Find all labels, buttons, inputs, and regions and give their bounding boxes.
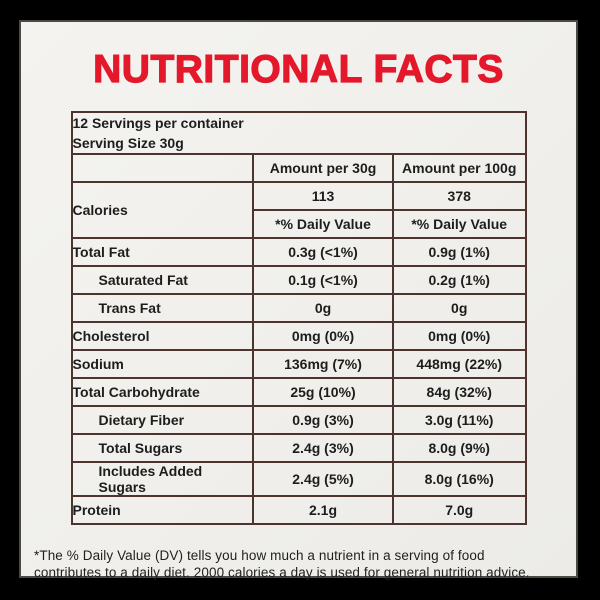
nutrient-value-per-30g: 25g (10%) (252, 377, 394, 407)
nutrient-row: Protein 2.1g 7.0g (70, 495, 527, 525)
nutrient-value-per-100g: 8.0g (9%) (391, 433, 527, 463)
calories-per-30g: 113 (252, 181, 394, 211)
nutrient-value-per-100g: 0g (391, 293, 527, 323)
nutrient-label: Protein (70, 495, 255, 525)
nutrient-value-per-30g: 2.4g (3%) (252, 433, 394, 463)
nutrient-label: Sodium (70, 349, 255, 379)
nutrient-label: Total Sugars (70, 433, 255, 463)
serving-size: Serving Size 30g (72, 135, 184, 151)
nutrient-value-per-100g: 3.0g (11%) (391, 405, 527, 435)
column-header-per-100g: Amount per 100g (391, 153, 527, 183)
nutrient-row: Trans Fat 0g 0g (70, 293, 527, 323)
calories-label: Calories (70, 181, 255, 239)
column-header-per-30g: Amount per 30g (252, 153, 394, 183)
nutrient-row: Dietary Fiber 0.9g (3%) 3.0g (11%) (70, 405, 527, 435)
nutrient-value-per-30g: 0.3g (<1%) (252, 237, 394, 267)
nutrient-row: Saturated Fat 0.1g (<1%) 0.2g (1%) (70, 265, 527, 295)
nutrient-label: Dietary Fiber (70, 405, 255, 435)
nutrient-value-per-30g: 2.4g (5%) (252, 461, 394, 497)
calories-per-100g: 378 (391, 181, 527, 211)
nutrient-label: Includes Added Sugars (70, 461, 255, 497)
column-header-row: Amount per 30g Amount per 100g (70, 153, 527, 183)
daily-value-footnote: *The % Daily Value (DV) tells you how mu… (34, 547, 562, 581)
nutrient-value-per-100g: 8.0g (16%) (391, 461, 527, 497)
nutrient-value-per-100g: 0.9g (1%) (391, 237, 527, 267)
calories-row: Calories 113 378 (70, 181, 527, 239)
nutrition-label-panel: NUTRITIONAL FACTS 12 Servings per contai… (19, 20, 578, 581)
nutrient-value-per-100g: 7.0g (391, 495, 527, 525)
footnote-line-1: *The % Daily Value (DV) tells you how mu… (34, 548, 485, 563)
daily-value-header-row: *% Daily Value *% Daily Value (72, 209, 527, 239)
serving-info: 12 Servings per container Serving Size 3… (70, 111, 527, 155)
nutrient-value-per-30g: 0.9g (3%) (252, 405, 394, 435)
page-title: NUTRITIONAL FACTS (93, 47, 504, 91)
nutrient-value-per-30g: 2.1g (252, 495, 394, 525)
nutrient-value-per-100g: 84g (32%) (391, 377, 527, 407)
nutrient-value-per-30g: 0g (252, 293, 394, 323)
nutrient-label: Total Fat (70, 237, 255, 267)
nutrient-row: Total Fat 0.3g (<1%) 0.9g (1%) (70, 237, 527, 267)
nutrient-row: Total Sugars 2.4g (3%) 8.0g (9%) (70, 433, 527, 463)
daily-value-header-30g: *% Daily Value (252, 209, 394, 239)
empty-header-cell (70, 153, 255, 183)
nutrient-value-per-100g: 0mg (0%) (391, 321, 527, 351)
nutrient-label: Trans Fat (70, 293, 255, 323)
daily-value-header-100g: *% Daily Value (391, 209, 527, 239)
nutrient-row: Total Carbohydrate 25g (10%) 84g (32%) (70, 377, 527, 407)
nutrient-value-per-30g: 136mg (7%) (252, 349, 394, 379)
nutrient-value-per-30g: 0.1g (<1%) (252, 265, 394, 295)
nutrient-rows: Total Fat 0.3g (<1%) 0.9g (1%) Saturated… (70, 237, 527, 525)
servings-per-container: 12 Servings per container (72, 115, 244, 131)
nutrient-value-per-100g: 448mg (22%) (391, 349, 527, 379)
serving-info-row: 12 Servings per container Serving Size 3… (70, 111, 527, 155)
nutrient-value-per-100g: 0.2g (1%) (391, 265, 527, 295)
nutrient-value-per-30g: 0mg (0%) (252, 321, 394, 351)
nutrient-row: Includes Added Sugars 2.4g (5%) 8.0g (16… (70, 461, 527, 497)
nutrient-row: Cholesterol 0mg (0%) 0mg (0%) (70, 321, 527, 351)
footnote-line-2: contributes to a daily diet. 2000 calori… (34, 565, 530, 580)
nutrient-row: Sodium 136mg (7%) 448mg (22%) (70, 349, 527, 379)
nutrient-label: Cholesterol (70, 321, 255, 351)
nutrient-label: Total Carbohydrate (70, 377, 255, 407)
nutrient-label: Saturated Fat (70, 265, 255, 295)
nutrition-facts-table: 12 Servings per container Serving Size 3… (70, 111, 527, 525)
